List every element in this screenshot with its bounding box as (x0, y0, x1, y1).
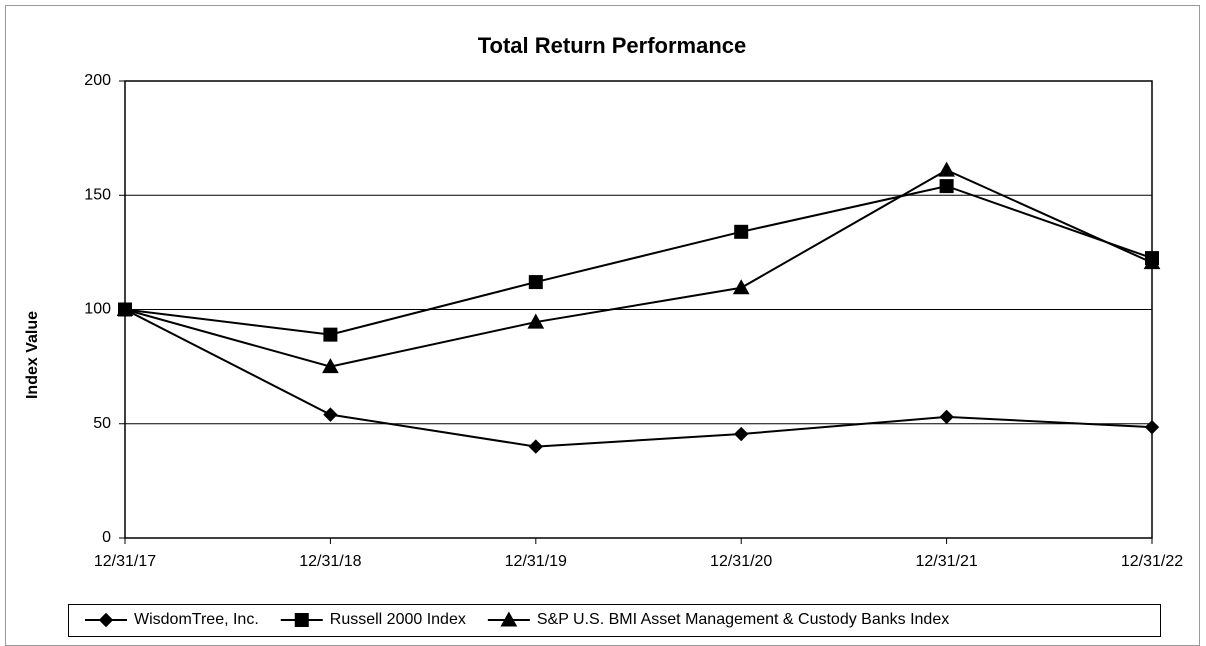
legend-label: Russell 2000 Index (330, 611, 466, 628)
x-tick-label: 12/31/21 (915, 553, 977, 570)
legend-box (68, 604, 1161, 637)
x-tick-label: 12/31/20 (710, 553, 772, 570)
x-tick-label: 12/31/18 (299, 553, 361, 570)
y-tick-label: 50 (93, 415, 111, 432)
x-tick-label: 12/31/22 (1121, 553, 1183, 570)
legend-label: WisdomTree, Inc. (134, 611, 259, 628)
x-tick-label: 12/31/17 (94, 553, 156, 570)
series-line (124, 308, 1153, 448)
y-axis-label: Index Value (24, 311, 41, 399)
marker (733, 426, 749, 442)
marker (734, 224, 749, 239)
marker (323, 327, 338, 342)
marker (1143, 254, 1161, 270)
marker (322, 358, 339, 374)
marker (323, 407, 338, 422)
marker (528, 439, 544, 454)
y-tick-label: 150 (84, 186, 111, 203)
marker (938, 161, 955, 177)
legend-item: Russell 2000 Index (280, 611, 466, 628)
y-tick-label: 200 (84, 72, 111, 89)
marker (527, 313, 545, 329)
legend-item: S&P U.S. BMI Asset Management & Custody … (487, 611, 949, 628)
marker (1144, 419, 1160, 435)
marker (500, 611, 518, 627)
marker (939, 179, 954, 194)
legend-label: S&P U.S. BMI Asset Management & Custody … (537, 611, 949, 628)
chart-title: Total Return Performance (478, 33, 747, 58)
legend-item: WisdomTree, Inc. (85, 611, 259, 628)
marker (116, 300, 134, 316)
series-line (124, 185, 1153, 336)
y-tick-label: 0 (102, 529, 111, 546)
marker (294, 613, 309, 627)
series-line (124, 168, 1153, 368)
x-tick-label: 12/31/19 (505, 553, 567, 570)
y-tick-label: 100 (84, 301, 111, 318)
marker (98, 612, 114, 628)
marker (732, 279, 750, 295)
marker (528, 275, 543, 290)
marker (939, 409, 954, 425)
